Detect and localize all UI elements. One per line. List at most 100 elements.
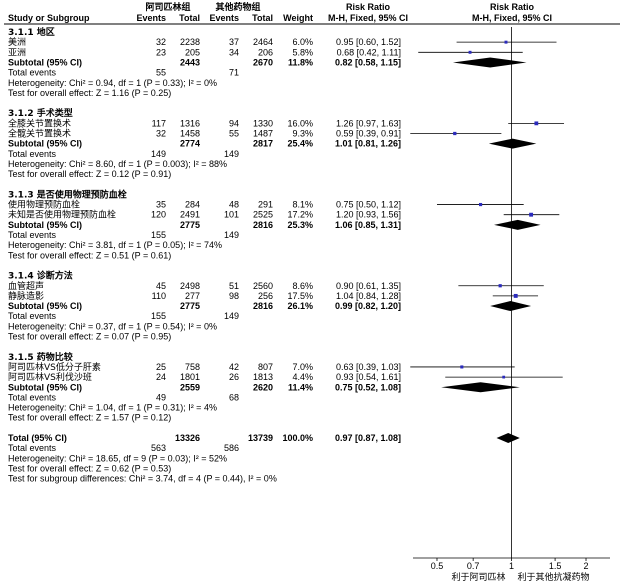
study-events1: 32 — [156, 129, 166, 139]
study-events1: 110 — [152, 291, 166, 301]
events2-header: Events — [209, 13, 239, 23]
favours-right-label: 利于其他抗凝药物 — [518, 571, 590, 583]
subgroup-differences-text: Test for subgroup differences: Chi² = 3.… — [8, 474, 277, 484]
total-events-label: Total events — [8, 230, 57, 240]
total-total1: 13326 — [175, 433, 200, 443]
study-events1: 24 — [156, 372, 166, 382]
subtotal-label: Subtotal (95% CI) — [8, 139, 82, 149]
heterogeneity-text: Heterogeneity: Chi² = 3.81, df = 1 (P = … — [8, 240, 222, 250]
total-events-label: Total events — [8, 311, 57, 321]
study-weight: 17.5% — [287, 291, 313, 301]
total-events2: 71 — [229, 68, 239, 78]
subtotal-total2: 2816 — [253, 220, 273, 230]
total2-header: Total — [252, 13, 273, 23]
study-events1: 23 — [156, 47, 166, 57]
study-point — [502, 375, 506, 379]
x-tick-label: 1 — [509, 561, 514, 571]
study-ci: 1.26 [0.97, 1.63] — [336, 118, 401, 128]
subgroup-title: 3.1.3 是否使用物理预防血栓 — [8, 188, 127, 200]
study-ci: 0.93 [0.54, 1.61] — [336, 372, 401, 382]
study-total1: 277 — [185, 291, 200, 301]
study-total2: 1813 — [253, 372, 273, 382]
study-weight: 4.4% — [292, 372, 313, 382]
study-total2: 291 — [258, 200, 273, 210]
study-events2: 55 — [229, 129, 239, 139]
subtotal-ci: 1.01 [0.81, 1.26] — [335, 139, 401, 149]
total1-header: Total — [179, 13, 200, 23]
overall-effect-text: Test for overall effect: Z = 0.51 (P = 0… — [8, 250, 171, 260]
total-events1: 155 — [151, 230, 166, 240]
x-tick-label: 0.7 — [467, 561, 480, 571]
study-total2: 2560 — [253, 281, 273, 291]
study-events1: 32 — [156, 37, 166, 47]
subgroup-title: 3.1.4 诊断方法 — [8, 270, 73, 282]
heterogeneity-text: Heterogeneity: Chi² = 0.94, df = 1 (P = … — [8, 78, 217, 88]
study-point — [529, 212, 534, 217]
overall-effect-text: Test for overall effect: Z = 0.12 (P = 0… — [8, 169, 171, 179]
study-events2: 34 — [229, 47, 239, 57]
study-weight: 7.0% — [292, 362, 313, 372]
study-total2: 206 — [258, 47, 273, 57]
total-diamond — [496, 433, 520, 443]
study-point — [478, 202, 483, 207]
study-total1: 1316 — [180, 118, 200, 128]
study-events1: 35 — [156, 200, 166, 210]
study-ci: 0.90 [0.61, 1.35] — [336, 281, 401, 291]
group2-header: 其他药物组 — [215, 1, 260, 13]
total-ci: 0.97 [0.87, 1.08] — [335, 433, 401, 443]
study-events2: 48 — [229, 200, 239, 210]
total-events1: 155 — [151, 311, 166, 321]
total-events-label: Total events — [8, 149, 57, 159]
study-column-header: Study or Subgroup — [8, 13, 90, 23]
study-total2: 2525 — [253, 210, 273, 220]
total-total2: 13739 — [248, 433, 273, 443]
grand-total-events-label: Total events — [8, 443, 57, 453]
subtotal-total1: 2443 — [180, 57, 200, 67]
weight-header: Weight — [283, 13, 313, 23]
subtotal-weight: 26.1% — [287, 301, 313, 311]
overall-effect-text: Test for overall effect: Z = 1.57 (P = 0… — [8, 413, 171, 423]
study-name: 阿司匹林VS利伐沙班 — [8, 371, 92, 383]
study-name: 美洲 — [8, 36, 26, 48]
study-weight: 8.6% — [292, 281, 313, 291]
study-point — [513, 293, 518, 298]
subgroup-title: 3.1.2 手术类型 — [8, 107, 73, 119]
subtotal-label: Subtotal (95% CI) — [8, 220, 82, 230]
grand-heterogeneity-text: Heterogeneity: Chi² = 18.65, df = 9 (P =… — [8, 453, 227, 463]
study-events2: 42 — [229, 362, 239, 372]
subgroup-title: 3.1.5 药物比较 — [8, 351, 73, 363]
study-events1: 120 — [151, 210, 166, 220]
plot-title-header: Risk Ratio — [490, 2, 535, 12]
study-point — [453, 131, 457, 136]
study-weight: 6.0% — [292, 37, 313, 47]
rr-method-header: M-H, Fixed, 95% CI — [328, 13, 408, 23]
study-ci: 0.59 [0.39, 0.91] — [336, 129, 401, 139]
study-weight: 17.2% — [287, 210, 313, 220]
study-name: 静脉造影 — [8, 290, 44, 302]
x-tick-label: 1.5 — [549, 561, 562, 571]
subtotal-diamond — [494, 219, 541, 230]
study-name: 亚洲 — [8, 47, 26, 58]
rr-title-header: Risk Ratio — [346, 2, 391, 12]
total-events1: 49 — [156, 392, 166, 402]
forest-marks — [410, 40, 565, 443]
total-events-label: Total events — [8, 392, 57, 402]
subtotal-diamond — [490, 301, 532, 312]
subtotal-total2: 2620 — [253, 382, 273, 392]
study-total2: 1487 — [253, 129, 273, 139]
study-events1: 117 — [152, 118, 166, 128]
study-events2: 51 — [229, 281, 239, 291]
study-events1: 45 — [156, 281, 166, 291]
study-total1: 1458 — [180, 129, 200, 139]
study-total2: 256 — [258, 291, 273, 301]
subtotal-ci: 1.06 [0.85, 1.31] — [335, 220, 401, 230]
total-events2: 149 — [224, 230, 239, 240]
study-point — [468, 50, 472, 54]
total-weight: 100.0% — [282, 433, 313, 443]
study-events2: 26 — [229, 372, 239, 382]
subtotal-weight: 11.4% — [288, 382, 313, 392]
subtotal-ci: 0.82 [0.58, 1.15] — [335, 57, 401, 67]
subtotal-weight: 25.4% — [287, 139, 313, 149]
grand-total-events2: 586 — [224, 443, 239, 453]
